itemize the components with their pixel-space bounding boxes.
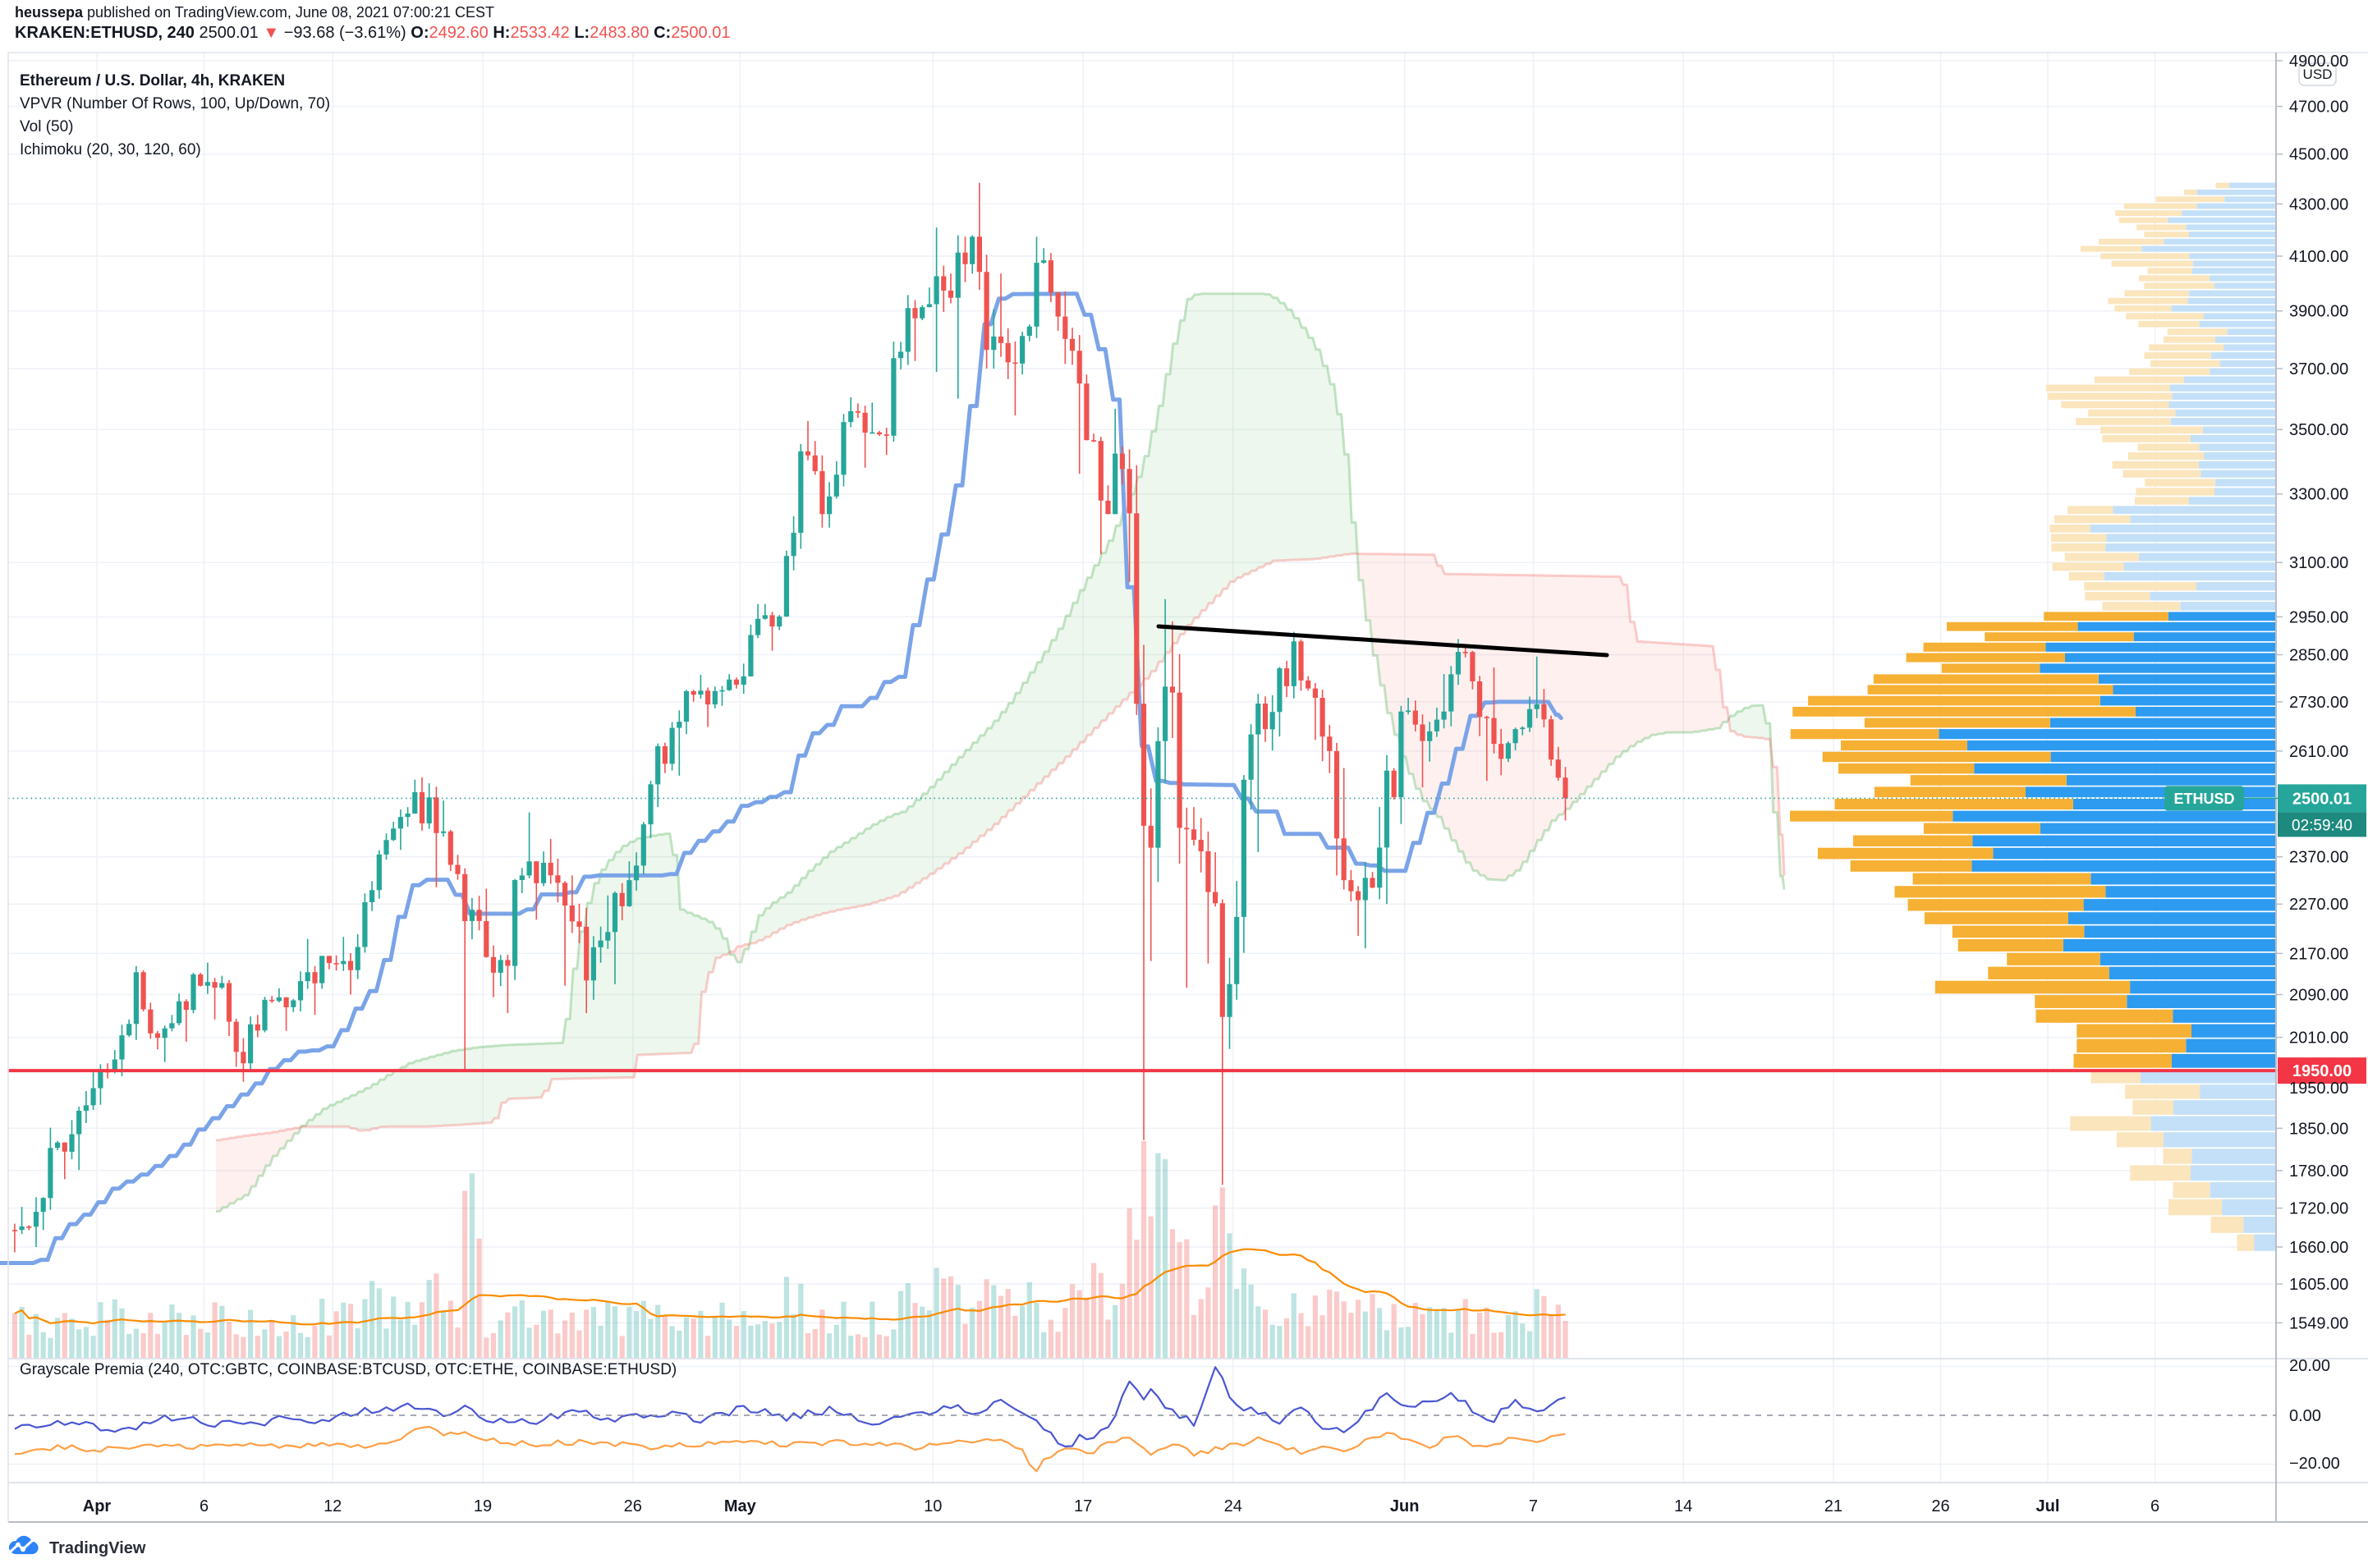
svg-text:2610.00: 2610.00	[2289, 743, 2348, 761]
svg-text:1549.00: 1549.00	[2289, 1314, 2348, 1332]
svg-text:12: 12	[324, 1497, 342, 1515]
svg-text:3100.00: 3100.00	[2289, 554, 2348, 572]
svg-text:4300.00: 4300.00	[2289, 195, 2348, 213]
svg-text:4100.00: 4100.00	[2289, 248, 2348, 266]
svg-text:20.00: 20.00	[2289, 1357, 2330, 1375]
svg-text:Vol (50): Vol (50)	[20, 118, 73, 135]
svg-text:2850.00: 2850.00	[2289, 647, 2348, 665]
svg-text:May: May	[724, 1497, 757, 1515]
svg-text:4700.00: 4700.00	[2289, 99, 2348, 117]
svg-text:−20.00: −20.00	[2289, 1455, 2340, 1473]
svg-text:KRAKEN:ETHUSD, 240 2500.01 ▼: KRAKEN:ETHUSD, 240 2500.01 ▼ −93.68 (−3.…	[15, 24, 730, 42]
svg-text:2730.00: 2730.00	[2289, 694, 2348, 712]
svg-text:14: 14	[1674, 1497, 1692, 1515]
svg-text:26: 26	[1931, 1497, 1949, 1515]
svg-text:heussepa published on TradingV: heussepa published on TradingView.com, J…	[15, 4, 494, 21]
svg-text:4900.00: 4900.00	[2289, 53, 2348, 71]
svg-text:1660.00: 1660.00	[2289, 1239, 2348, 1257]
svg-text:26: 26	[624, 1497, 642, 1515]
svg-text:1780.00: 1780.00	[2289, 1162, 2348, 1181]
svg-text:19: 19	[474, 1497, 492, 1515]
svg-text:USD: USD	[2303, 66, 2333, 82]
svg-text:TradingView: TradingView	[49, 1539, 146, 1557]
svg-text:Ethereum / U.S. Dollar, 4h, KR: Ethereum / U.S. Dollar, 4h, KRAKEN	[20, 72, 285, 89]
svg-text:2370.00: 2370.00	[2289, 849, 2348, 867]
svg-text:6: 6	[200, 1497, 209, 1515]
svg-text:1950.00: 1950.00	[2289, 1080, 2348, 1098]
svg-text:6: 6	[2150, 1497, 2159, 1515]
svg-text:24: 24	[1224, 1497, 1242, 1515]
svg-text:Apr: Apr	[83, 1497, 112, 1515]
svg-text:3300.00: 3300.00	[2289, 486, 2348, 504]
svg-text:1950.00: 1950.00	[2292, 1062, 2352, 1080]
svg-text:1850.00: 1850.00	[2289, 1120, 2348, 1138]
svg-text:Grayscale Premia (240, OTC:GBT: Grayscale Premia (240, OTC:GBTC, COINBAS…	[20, 1361, 677, 1378]
svg-text:VPVR (Number Of Rows, 100, Up/: VPVR (Number Of Rows, 100, Up/Down, 70)	[20, 95, 330, 112]
svg-text:2010.00: 2010.00	[2289, 1029, 2348, 1048]
svg-text:2500.01: 2500.01	[2292, 790, 2352, 808]
svg-text:2170.00: 2170.00	[2289, 945, 2348, 963]
svg-text:3700.00: 3700.00	[2289, 360, 2348, 378]
svg-text:Ichimoku (20, 30, 120, 60): Ichimoku (20, 30, 120, 60)	[20, 141, 201, 158]
svg-text:10: 10	[924, 1497, 942, 1515]
svg-text:0.00: 0.00	[2289, 1407, 2321, 1425]
svg-text:17: 17	[1074, 1497, 1092, 1515]
svg-text:02:59:40: 02:59:40	[2292, 817, 2352, 834]
svg-text:1720.00: 1720.00	[2289, 1200, 2348, 1218]
svg-text:21: 21	[1824, 1497, 1843, 1515]
svg-text:2950.00: 2950.00	[2289, 608, 2348, 626]
svg-text:2090.00: 2090.00	[2289, 987, 2348, 1005]
svg-text:ETHUSD: ETHUSD	[2173, 791, 2234, 807]
svg-text:7: 7	[1529, 1497, 1538, 1515]
svg-text:2270.00: 2270.00	[2289, 896, 2348, 914]
svg-text:3900.00: 3900.00	[2289, 303, 2348, 321]
svg-text:Jun: Jun	[1390, 1497, 1420, 1515]
svg-text:1605.00: 1605.00	[2289, 1276, 2348, 1294]
svg-text:4500.00: 4500.00	[2289, 146, 2348, 164]
svg-text:3500.00: 3500.00	[2289, 421, 2348, 439]
svg-text:Jul: Jul	[2036, 1497, 2060, 1515]
